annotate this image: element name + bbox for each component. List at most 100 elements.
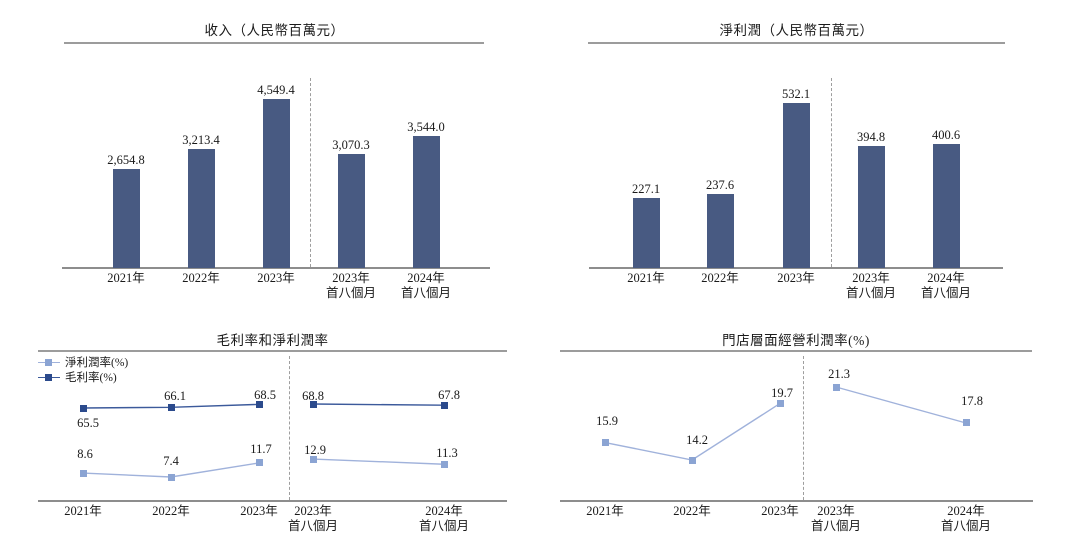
period-separator-line [803,356,804,500]
category-label-line: 2022年 [701,271,739,285]
bar [932,143,960,268]
category-label-line: 2021年 [627,271,665,285]
category-label: 2021年 [560,504,650,519]
category-label-line: 2022年 [152,504,190,518]
line-point-marker [309,400,317,408]
category-label-line: 首八個月 [287,518,338,533]
category-label: 2024年 首八個月 [381,271,471,300]
gross-margin-marker-icon [38,373,60,382]
line-point-marker [309,455,317,463]
bar-value-label: 400.6 [931,127,961,142]
category-label-line: 2023年 [257,271,295,285]
point-value-label: 7.4 [163,454,179,468]
margins-chart-title: 毛利率和淨利潤率 [216,333,329,348]
series-line [312,458,445,465]
category-label-line: 2024年 [425,504,463,518]
line-point-marker [79,469,87,477]
title-underline [588,42,1005,44]
point-value-label: 19.7 [771,386,793,401]
category-label: 2023年 [214,504,304,519]
point-value-label: 21.3 [828,367,850,381]
bar-value-label: 3,213.4 [182,132,220,147]
bar [187,148,215,268]
category-label-line: 首八個月 [810,518,861,533]
bar [337,153,365,268]
category-label: 2021年 [601,271,691,286]
period-separator-line [831,78,832,267]
title-underline [38,350,507,352]
category-label: 2023年 [735,504,825,519]
line-point-marker [776,399,784,407]
category-label-line: 2024年 [927,271,965,285]
category-label: 2023年 首八個月 [268,504,358,533]
category-label-line: 2023年 [761,504,799,518]
net-margin-marker-icon [38,358,60,367]
category-label-line: 首八個月 [920,285,971,300]
category-label-line: 2022年 [182,271,220,285]
legend-label-net-margin: 淨利潤率(%) [65,357,129,369]
category-label: 2022年 [647,504,737,519]
line-point-marker [79,404,87,412]
point-value-label: 8.6 [77,447,93,462]
line-point-marker [601,439,609,447]
legend-label-gross-margin: 毛利率(%) [65,372,117,384]
x-axis-line [38,500,507,502]
bar [706,194,734,268]
bar-value-label: 2,654.8 [107,153,145,168]
bar-value-label: 3,544.0 [407,120,445,135]
category-label-line: 2022年 [673,504,711,518]
line-point-marker [962,419,970,427]
bar [112,169,140,268]
category-label-line: 2021年 [64,504,102,518]
category-label-line: 2023年 [777,271,815,285]
series-line [835,386,967,424]
bar-value-label: 4,549.4 [257,82,295,97]
period-separator-line [289,356,290,500]
bar-value-label: 532.1 [781,86,811,101]
bar [782,102,810,268]
store-margin-chart-title: 門店層面經營利潤率(%) [722,333,870,348]
category-label-line: 2021年 [107,271,145,285]
category-label-line: 2024年 [407,271,445,285]
category-label: 2022年 [126,504,216,519]
category-label: 2022年 [675,271,765,286]
category-label: 2022年 [156,271,246,286]
point-value-label: 11.7 [250,441,272,456]
category-label-line: 首八個月 [400,285,451,300]
category-label: 2021年 [38,504,128,519]
period-separator-line [310,78,311,267]
point-value-label: 68.5 [254,388,276,403]
title-underline [560,350,1032,352]
point-value-label: 14.2 [686,433,708,447]
line-point-marker [688,456,696,464]
line-point-marker [255,459,263,467]
category-label: 2023年 首八個月 [826,271,916,300]
series-line [312,403,445,406]
line-point-marker [167,473,175,481]
legend-item-net-margin: 淨利潤率(%) [38,355,128,369]
title-underline [64,42,484,44]
line-point-marker [440,401,448,409]
category-label: 2023年 首八個月 [306,271,396,300]
category-label-line: 2023年 [817,504,855,518]
point-value-label: 17.8 [961,393,983,408]
point-value-label: 65.5 [77,416,99,430]
net-profit-chart-title: 淨利潤（人民幣百萬元） [719,23,874,38]
legend-item-gross-margin: 毛利率(%) [38,370,128,384]
category-label: 2024年 首八個月 [399,504,489,533]
category-label: 2023年 [231,271,321,286]
point-value-label: 12.9 [304,443,326,457]
point-value-label: 15.9 [596,413,618,428]
category-label: 2021年 [81,271,171,286]
line-point-marker [832,383,840,391]
bar [412,136,440,268]
category-label-line: 首八個月 [940,518,991,533]
bar-value-label: 237.6 [705,178,735,193]
x-axis-line [560,500,1033,502]
line-point-marker [440,460,448,468]
category-label: 2023年 首八個月 [791,504,881,533]
revenue-chart-title: 收入（人民幣百萬元） [204,23,345,38]
line-point-marker [255,400,263,408]
category-label-line: 2021年 [586,504,624,518]
category-label-line: 首八個月 [845,285,896,300]
